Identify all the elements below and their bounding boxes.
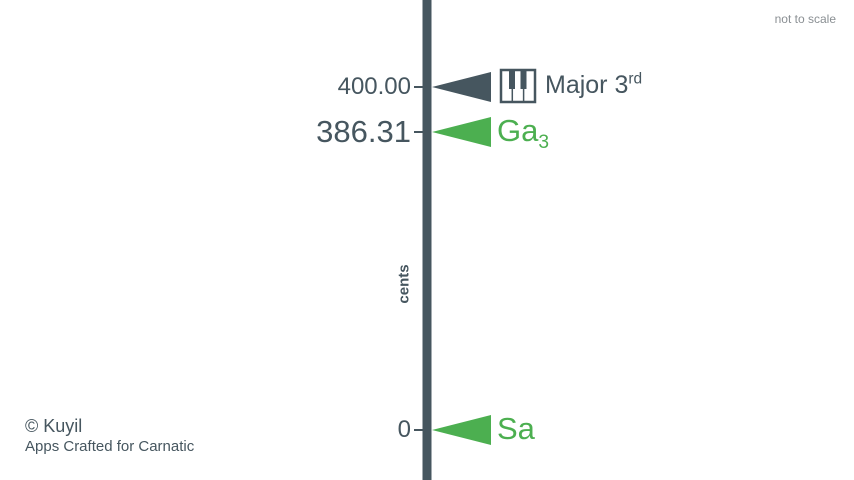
pointer-ga3 [432, 117, 491, 147]
note-name: Ga [497, 112, 539, 148]
axis-title: cents [395, 264, 413, 304]
note-label-major-third: Major 3rd [545, 70, 643, 100]
pointer-major-third [432, 72, 491, 102]
note-name: Major 3 [545, 71, 629, 100]
tick-label-major-third: 400.00 [337, 72, 411, 100]
tick-label-ga3: 386.31 [316, 113, 411, 149]
tagline: Apps Crafted for Carnatic [25, 438, 195, 455]
cents-axis [422, 0, 432, 480]
note-superscript: rd [628, 70, 643, 88]
note-label-sa: Sa [497, 413, 535, 444]
piano-icon [499, 68, 537, 104]
note-name: Sa [497, 410, 535, 446]
tick-label-sa: 0 [397, 415, 411, 443]
credit: © Kuyil Apps Crafted for Carnatic [25, 415, 194, 457]
pointer-sa [432, 415, 491, 445]
scale-note: not to scale [774, 12, 836, 26]
note-label-ga3: Ga3 [497, 112, 549, 152]
brand-name: © Kuyil [25, 416, 83, 436]
note-subscript: 3 [538, 132, 550, 154]
